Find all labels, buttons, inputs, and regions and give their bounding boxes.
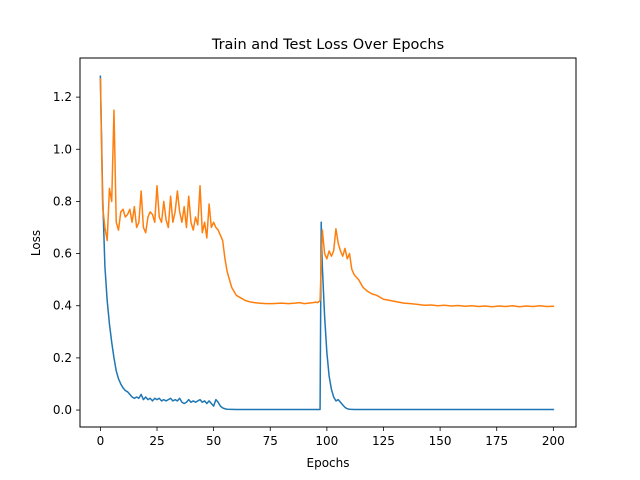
series-line-1 <box>99 75 555 411</box>
y-tick-label: 0.4 <box>53 299 72 313</box>
x-axis-title: Epochs <box>307 456 350 470</box>
y-tick-label: 1.2 <box>53 90 72 104</box>
series-layer <box>99 75 555 411</box>
x-tick-label: 0 <box>97 434 105 448</box>
x-tick-label: 150 <box>429 434 452 448</box>
x-tick-label: 100 <box>315 434 338 448</box>
x-tick-label: 25 <box>149 434 164 448</box>
x-tick-label: 75 <box>263 434 278 448</box>
series-line-2 <box>99 78 555 308</box>
y-tick-label: 0.6 <box>53 247 72 261</box>
y-tick-label: 0.0 <box>53 403 72 417</box>
y-axis-title: Loss <box>29 230 43 256</box>
x-tick-label: 125 <box>372 434 395 448</box>
x-tick-label: 200 <box>542 434 565 448</box>
ticks-layer: 0 25 50 75 100 125 150 175 200 0.0 0.2 0.4 0.6 0.8 1.0… <box>53 90 565 448</box>
plot-area-frame <box>79 57 577 428</box>
x-tick-label: 50 <box>206 434 221 448</box>
y-tick-label: 1.0 <box>53 142 72 156</box>
y-tick-label: 0.2 <box>53 351 72 365</box>
chart-title: Train and Test Loss Over Epochs <box>211 37 444 53</box>
x-tick-label: 175 <box>485 434 508 448</box>
y-tick-label: 0.8 <box>53 194 72 208</box>
